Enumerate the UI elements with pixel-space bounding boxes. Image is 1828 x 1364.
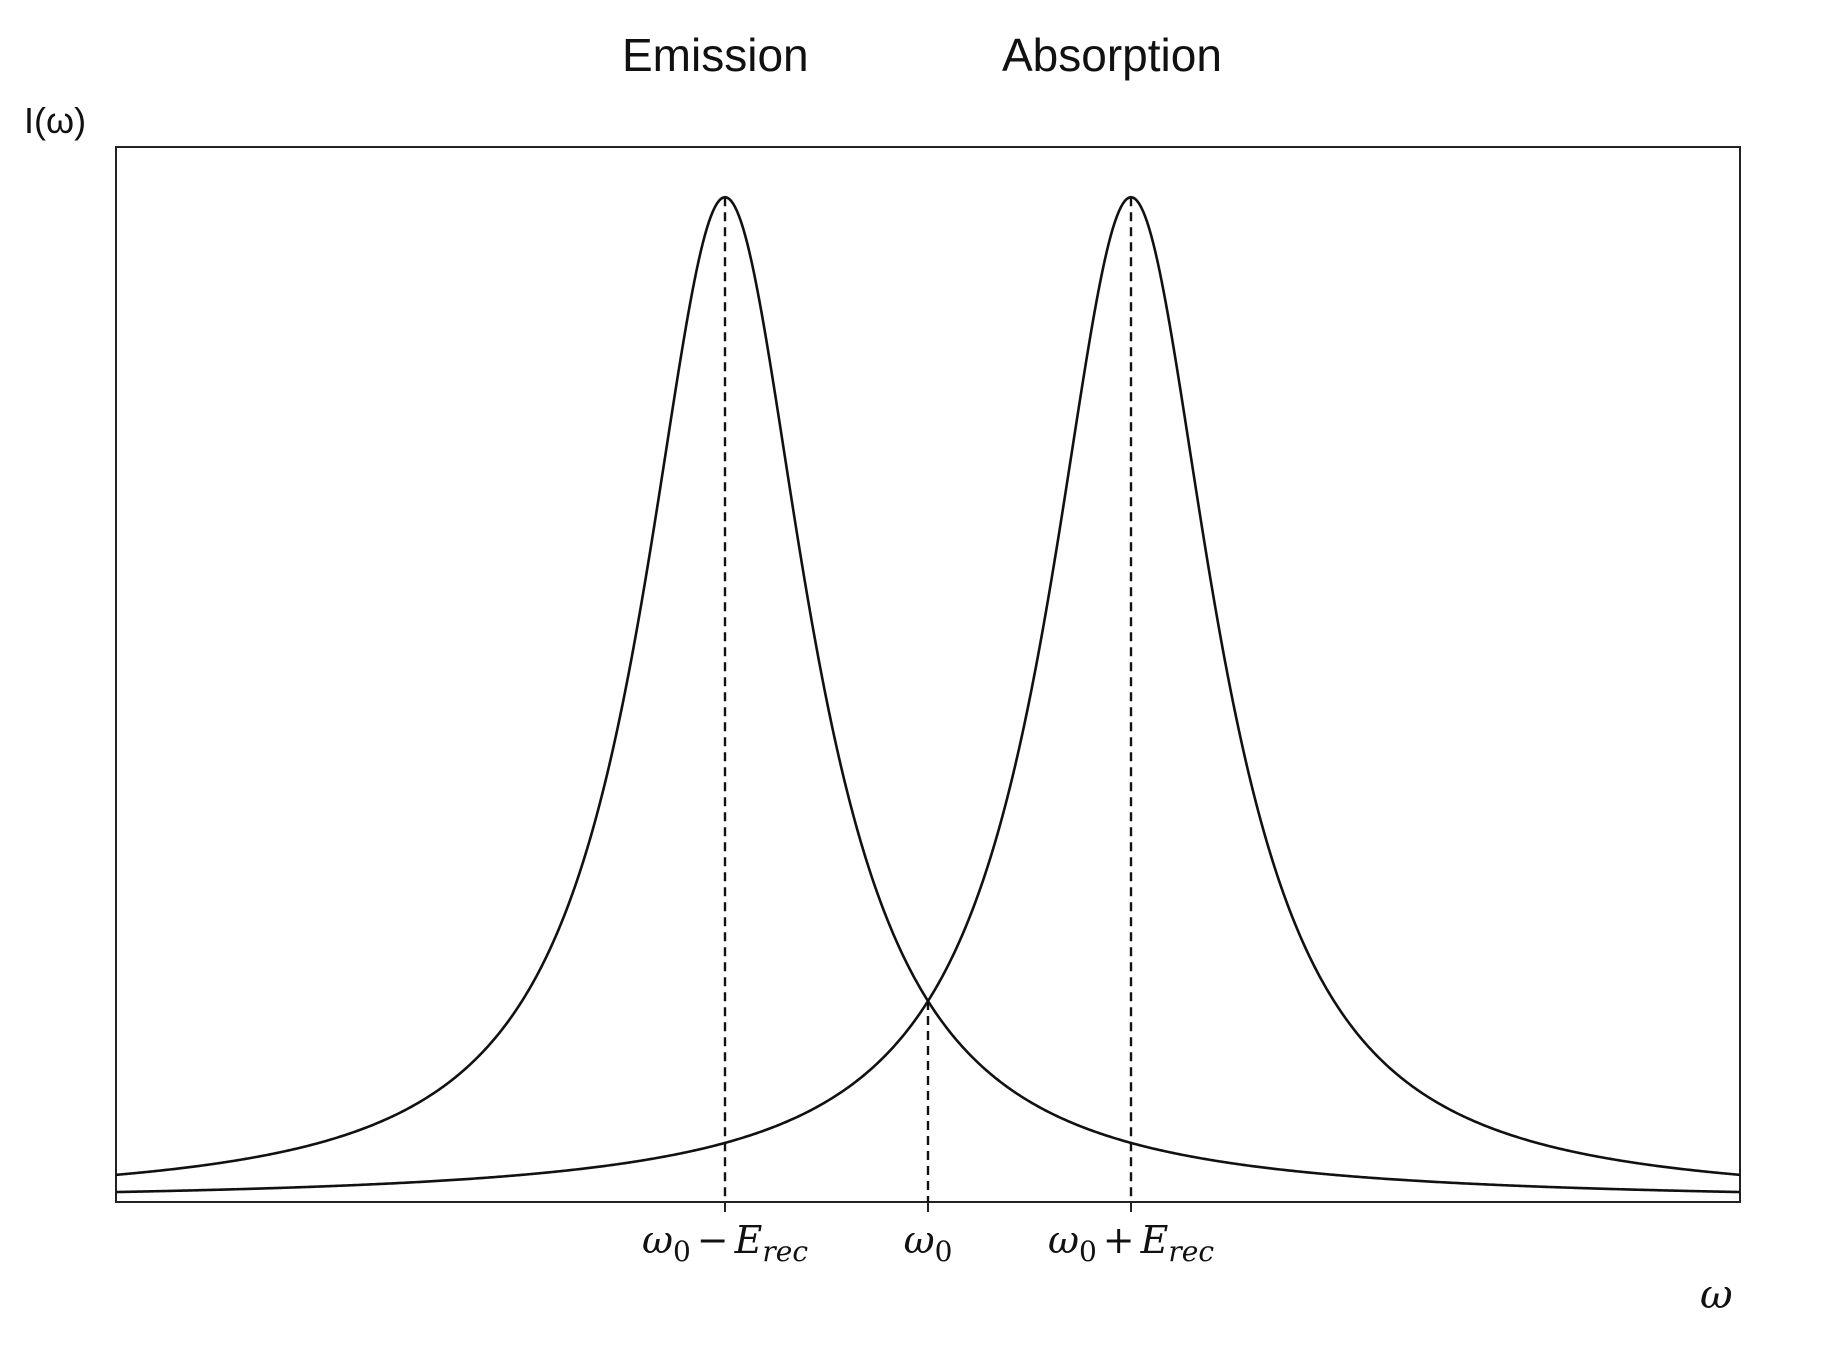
x-tick-label-1: ω0 <box>903 1218 953 1268</box>
absorption-curve <box>115 195 1741 1194</box>
absorption-title: Absorption <box>1002 29 1222 81</box>
emission-title: Emission <box>622 29 809 81</box>
emission-curve <box>115 195 1741 1194</box>
x-ticks <box>724 1202 1132 1212</box>
plot-frame <box>115 146 1741 1203</box>
x-tick-label-0: ω0− Erec <box>641 1218 809 1268</box>
x-axis-label: ω <box>1700 1272 1733 1318</box>
reference-lines <box>723 197 1133 1202</box>
curves <box>115 195 1741 1194</box>
y-axis-label: I(ω) <box>24 100 87 141</box>
x-tick-label-2: ω0 + Erec <box>1047 1218 1215 1268</box>
